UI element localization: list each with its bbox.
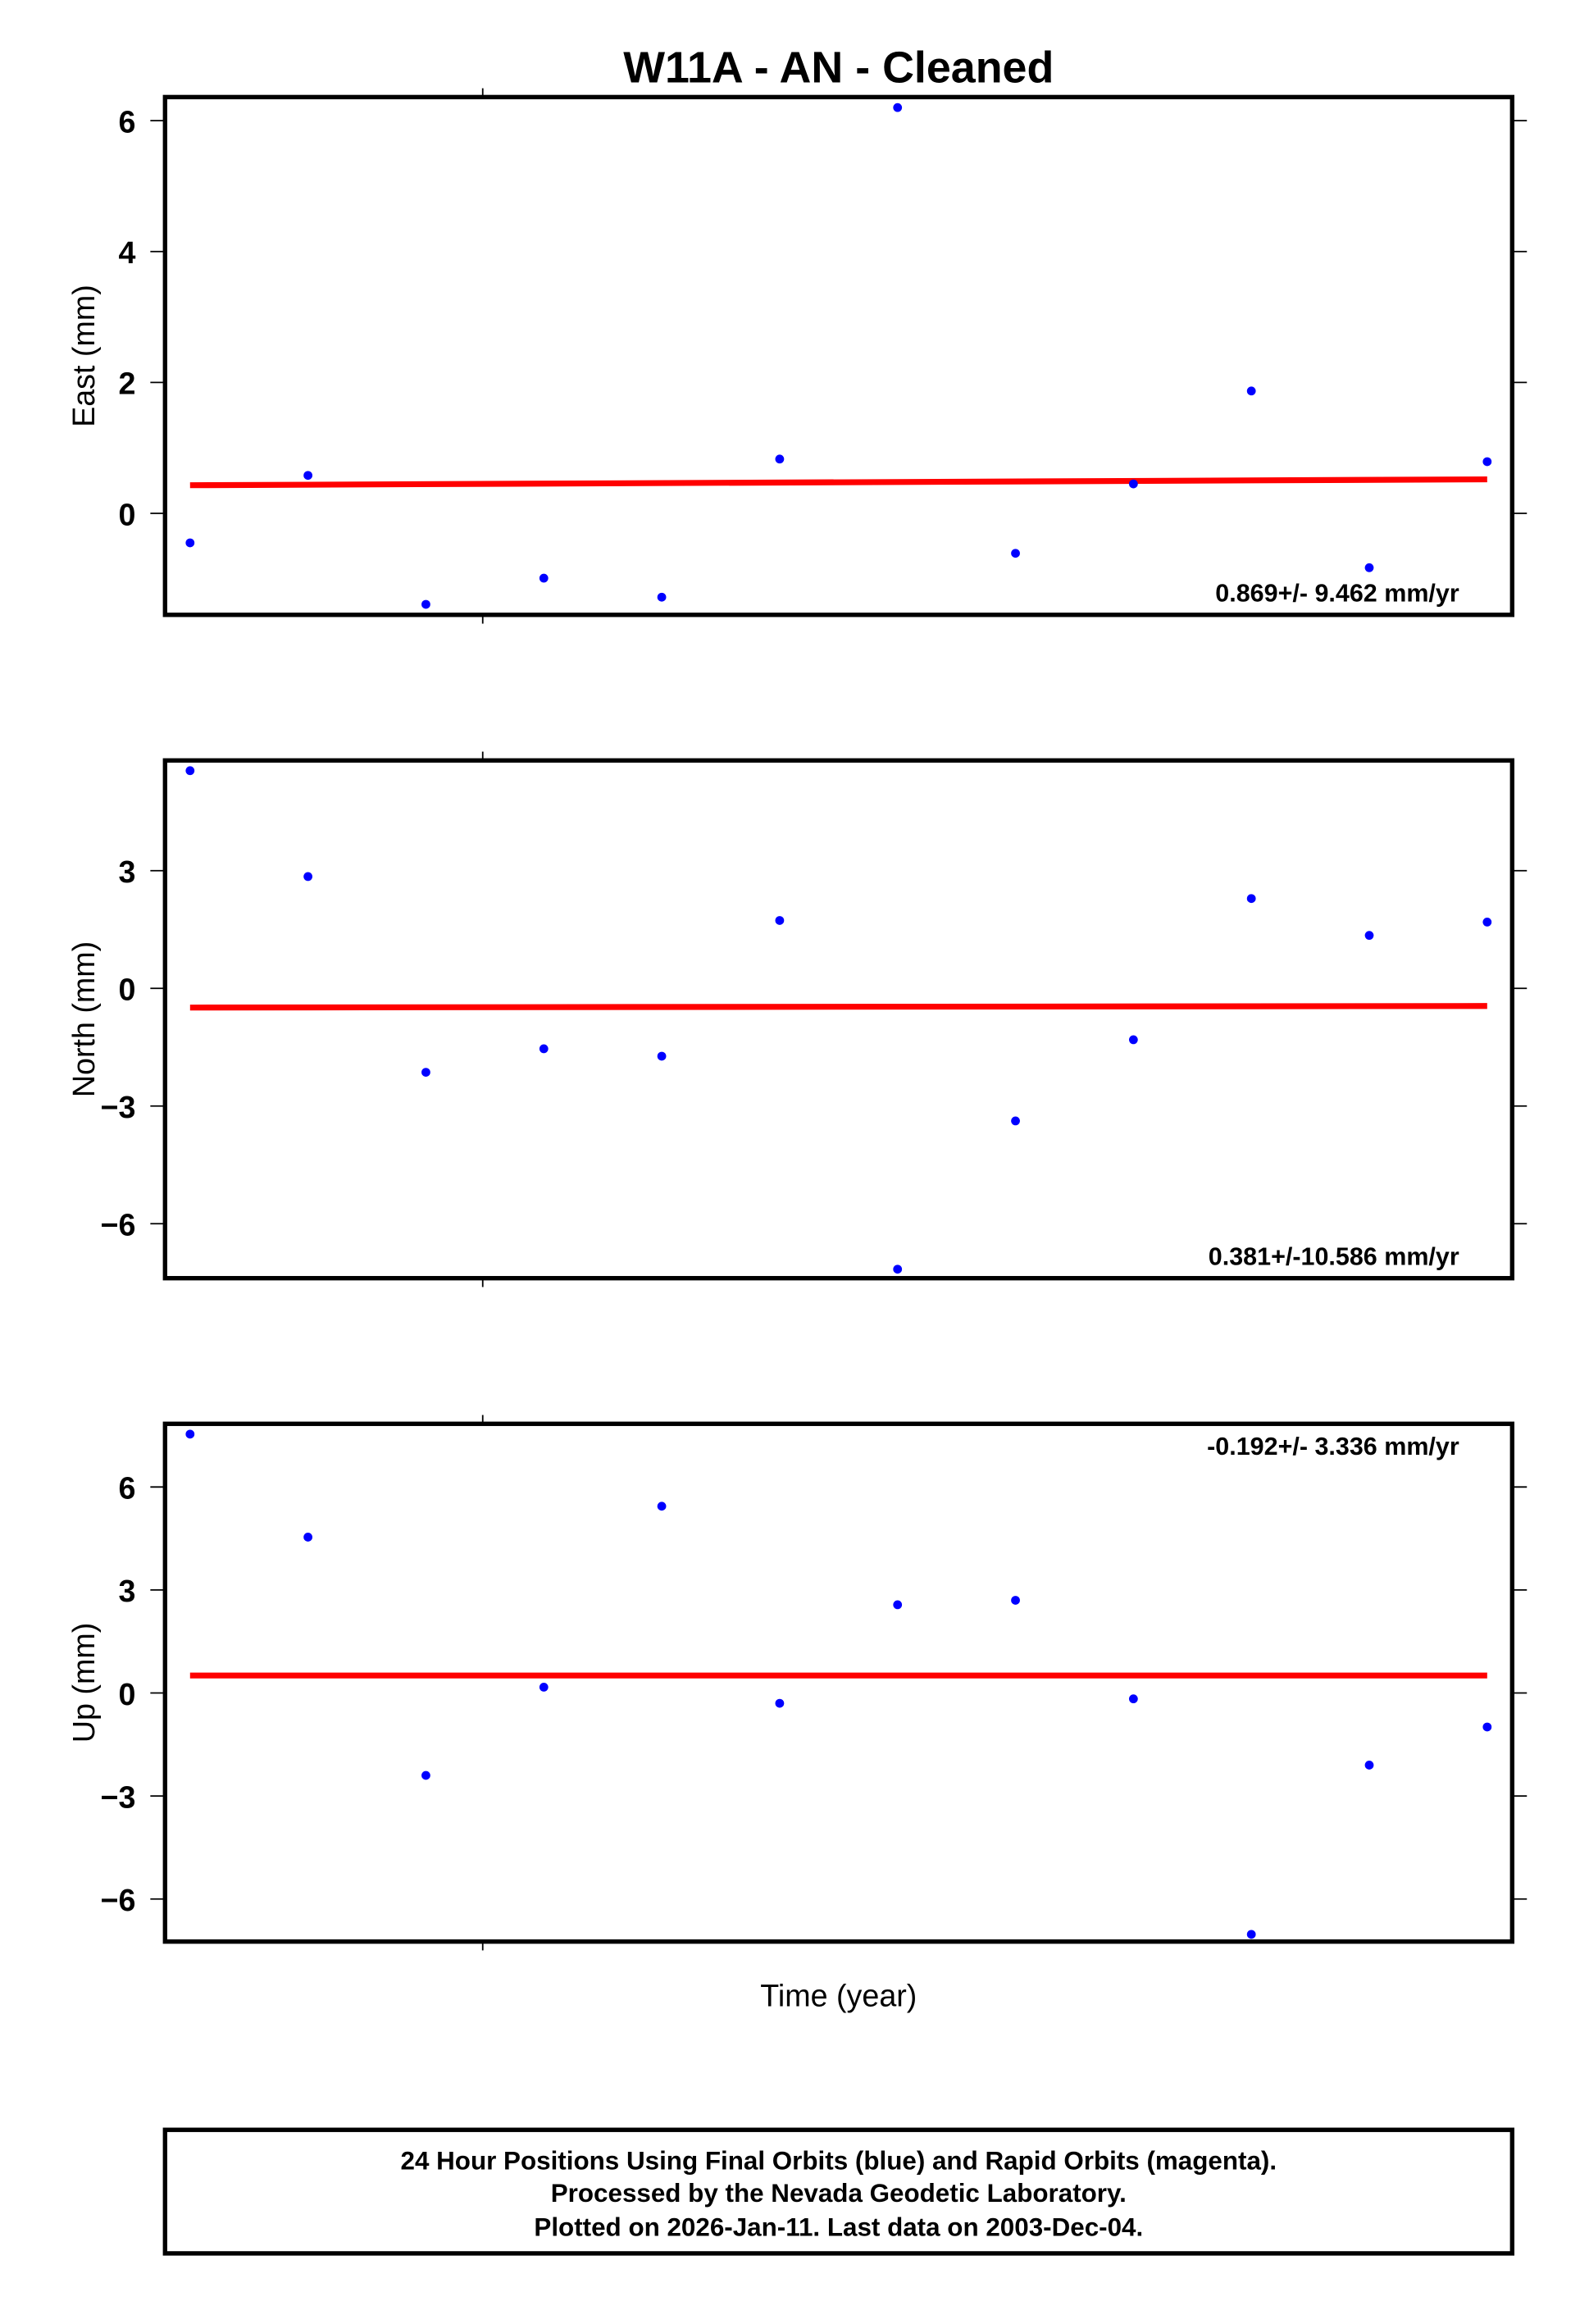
north-plot-frame — [162, 758, 1515, 1281]
up-y-tick-label: 3 — [118, 1574, 135, 1608]
east-data-point — [1128, 479, 1138, 489]
up-y-tick-label: −6 — [100, 1883, 135, 1917]
north-data-point — [893, 1265, 903, 1274]
footer-line-3: Plotted on 2026-Jan-11. Last data on 200… — [534, 2212, 1143, 2241]
east-plot-frame — [162, 94, 1515, 617]
north-data-point — [539, 1044, 549, 1054]
east-data-point — [303, 471, 313, 481]
east-y-tick-label: 0 — [118, 497, 135, 531]
north-y-tick-label: 0 — [118, 973, 135, 1007]
up-y-tick-label: 6 — [118, 1471, 135, 1506]
footer-line-2: Processed by the Nevada Geodetic Laborat… — [551, 2179, 1127, 2208]
east-y-tick-label: 2 — [118, 367, 135, 401]
north-data-point — [1364, 931, 1374, 941]
north-data-point — [185, 766, 195, 776]
up-data-point — [421, 1770, 430, 1780]
up-data-point — [185, 1429, 195, 1439]
east-data-point — [539, 573, 549, 583]
north-y-axis-label: North (mm) — [66, 941, 101, 1097]
east-data-point — [1011, 549, 1020, 558]
east-data-point — [657, 592, 667, 602]
north-data-point — [303, 872, 313, 882]
up-data-point — [1128, 1694, 1138, 1704]
east-trend-line — [189, 476, 1487, 489]
east-data-point — [185, 538, 195, 548]
up-y-tick-label: 0 — [118, 1677, 135, 1711]
east-data-point — [1364, 563, 1374, 572]
east-rate-label: 0.869+/- 9.462 mm/yr — [1215, 580, 1459, 608]
north-y-tick-label: 3 — [118, 854, 135, 889]
up-rate-label: -0.192+/- 3.336 mm/yr — [1207, 1433, 1459, 1460]
up-data-point — [1246, 1930, 1256, 1939]
north-data-point — [1011, 1116, 1020, 1126]
east-y-tick-label: 4 — [118, 235, 135, 270]
east-data-point — [1482, 457, 1492, 467]
chart-title: W11A - AN - Cleaned — [623, 43, 1054, 92]
up-y-tick-label: −3 — [100, 1779, 135, 1814]
up-data-point — [539, 1683, 549, 1692]
up-data-point — [893, 1600, 903, 1610]
up-y-axis-label: Up (mm) — [66, 1623, 101, 1743]
north-data-point — [657, 1051, 667, 1061]
east-y-axis-label: East (mm) — [66, 285, 101, 427]
north-y-tick-label: −6 — [100, 1208, 135, 1242]
up-data-point — [1482, 1722, 1492, 1732]
panel-east: 0 2 4 6 East (mm) 0.869+/- 9.462 mm/yr — [66, 88, 1528, 624]
footer-line-1: 24 Hour Positions Using Final Orbits (bl… — [401, 2147, 1277, 2176]
x-axis-label: Time (year) — [760, 1979, 917, 2013]
north-y-tick-label: −3 — [100, 1090, 135, 1124]
east-data-point — [421, 599, 430, 609]
up-data-point — [1011, 1596, 1020, 1605]
up-data-point — [775, 1698, 785, 1708]
east-data-point — [775, 454, 785, 464]
north-data-point — [1482, 918, 1492, 927]
east-y-tick-label: 6 — [118, 104, 135, 139]
up-data-point — [657, 1501, 667, 1511]
north-trend-line — [189, 1003, 1487, 1011]
footer-box — [162, 2127, 1515, 2256]
up-plot-frame — [162, 1421, 1515, 1944]
north-rate-label: 0.381+/-10.586 mm/yr — [1209, 1243, 1459, 1271]
east-data-point — [893, 103, 903, 112]
north-data-point — [421, 1068, 430, 1077]
north-data-point — [1246, 894, 1256, 904]
north-data-point — [1128, 1035, 1138, 1045]
north-data-point — [775, 916, 785, 925]
up-data-point — [1364, 1761, 1374, 1770]
panel-north: −6 −3 0 3 North (mm) 0.381+/-10.586 mm/yr — [66, 751, 1528, 1287]
panel-up: −6 −3 0 3 6 Up (mm) -0.192+/- 3.336 mm/yr — [66, 1415, 1528, 1951]
up-data-point — [303, 1533, 313, 1542]
east-data-point — [1246, 386, 1256, 396]
